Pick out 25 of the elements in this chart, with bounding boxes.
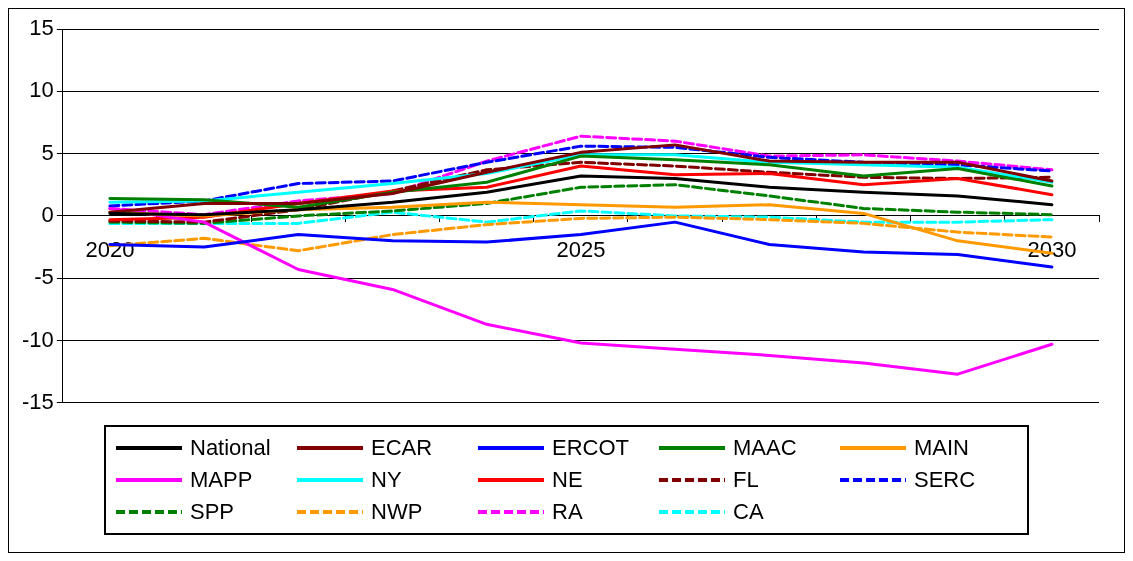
y-tick-label: -5 xyxy=(34,264,54,290)
y-tick-label: 15 xyxy=(29,15,54,41)
y-tick-label: -10 xyxy=(22,326,54,352)
x-tick-label: 2025 xyxy=(556,237,606,263)
y-tick-label: 5 xyxy=(41,139,54,165)
legend-label: NWP xyxy=(371,499,423,525)
legend-label: MAPP xyxy=(190,467,253,493)
y-tick-label: -15 xyxy=(22,388,54,414)
line-series xyxy=(108,209,1054,225)
legend-label: NE xyxy=(552,467,583,493)
legend-label: SPP xyxy=(190,499,235,525)
y-tick-label: 0 xyxy=(41,201,54,227)
line-series xyxy=(108,183,1054,225)
legend-label: FL xyxy=(733,467,759,493)
legend-label: ERCOT xyxy=(552,435,629,461)
legend-label: MAAC xyxy=(733,435,797,461)
legend-label: NY xyxy=(371,467,402,493)
legend-label: CA xyxy=(733,499,764,525)
legend-label: MAIN xyxy=(914,435,969,461)
legend-label: National xyxy=(190,435,271,461)
legend-label: SERC xyxy=(914,467,976,493)
legend-label: ECAR xyxy=(371,435,433,461)
y-tick-label: 10 xyxy=(29,77,54,103)
legend-label: RA xyxy=(552,499,583,525)
x-tick-label: 2030 xyxy=(1027,237,1077,263)
